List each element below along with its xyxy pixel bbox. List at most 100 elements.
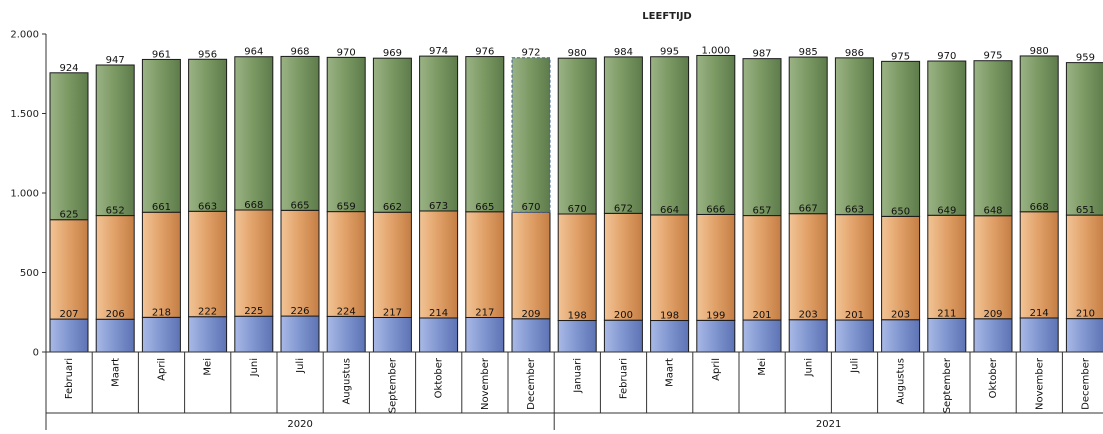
bar-segment[interactable] [188,58,228,212]
bar-segment[interactable] [465,211,505,318]
x-category-label: Augustus [341,358,352,405]
data-label: 210 [1076,309,1095,320]
x-category-label: Februari [64,358,75,399]
bar-segment[interactable] [927,317,967,353]
bar-segment[interactable] [141,211,181,318]
bar-segment[interactable] [95,215,135,320]
bar-segment[interactable] [465,316,505,353]
bar-segment[interactable] [603,56,643,214]
bar-segment[interactable] [742,58,782,217]
data-label: 201 [752,310,771,321]
bar-segment[interactable] [49,318,89,353]
bar-segment[interactable] [742,319,782,353]
bar-segment[interactable] [603,319,643,353]
data-label: 663 [845,205,864,216]
bar-segment[interactable] [696,319,736,353]
data-label: 657 [752,206,771,217]
bar-segment[interactable] [650,56,690,216]
bar-segment[interactable] [511,57,551,213]
data-label: 665 [290,200,309,211]
bar-segment[interactable] [234,56,274,211]
bar-segment[interactable] [973,318,1013,353]
bar-segment[interactable] [95,318,135,353]
bar-segment[interactable] [49,72,89,221]
bar-segment[interactable] [788,213,828,321]
bar-segment[interactable] [372,316,412,353]
data-label: 666 [706,204,725,215]
data-label: 198 [568,311,587,322]
bar-segment[interactable] [881,60,921,217]
bar-segment[interactable] [326,56,366,213]
x-category-label: December [526,357,537,410]
bar-segment[interactable] [834,319,874,353]
bar-segment[interactable] [372,57,412,213]
bar-segment[interactable] [419,210,459,319]
bar-segment[interactable] [557,213,597,322]
bar-segment[interactable] [419,317,459,353]
bar-segment[interactable] [280,55,320,211]
bar-segment[interactable] [1065,318,1103,353]
data-label: 969 [383,48,402,59]
bar-segment[interactable] [188,210,228,318]
bar-segment[interactable] [419,55,459,212]
bar-segment[interactable] [742,215,782,321]
bar-segment[interactable] [881,215,921,321]
x-category-label: April [157,358,168,381]
y-tick-label: 500 [20,268,39,279]
y-tick-label: 2.000 [10,30,39,41]
data-label: 649 [937,205,956,216]
data-label: 206 [106,309,125,320]
bar-segment[interactable] [188,316,228,353]
bar-segment[interactable] [650,320,690,353]
bar-segment[interactable] [834,57,874,216]
bar-segment[interactable] [141,58,181,213]
bar-segment[interactable] [234,209,274,317]
x-category-label: November [1034,357,1045,410]
bar-segment[interactable] [557,320,597,353]
bar-segment[interactable] [927,214,967,319]
chart-title: LEEFTIJD [642,11,691,22]
bar-segment[interactable] [1019,317,1059,353]
bar-segment[interactable] [326,315,366,353]
bar-segment[interactable] [788,319,828,353]
x-category-label: Januari [572,358,583,394]
bar-segment[interactable] [650,214,690,322]
data-label: 1.000 [701,45,730,56]
x-category-label: Maart [110,358,121,387]
x-category-label: Oktober [434,357,445,398]
x-category-label: Februari [619,358,630,399]
bar-segment[interactable] [280,315,320,353]
bar-segment[interactable] [973,60,1013,217]
bar-segment[interactable] [557,57,597,215]
bar-segment[interactable] [465,56,505,213]
data-label: 201 [845,310,864,321]
data-label: 961 [152,49,171,60]
bar-segment[interactable] [511,318,551,353]
bar-segment[interactable] [280,209,320,317]
bar-segment[interactable] [1019,55,1059,213]
bar-segment[interactable] [49,219,89,320]
bar-segment[interactable] [234,315,274,353]
bar-segment[interactable] [326,211,366,317]
data-label: 995 [660,47,679,58]
bar-segment[interactable] [834,214,874,321]
bar-segment[interactable] [141,316,181,353]
bar-segment[interactable] [696,54,736,215]
bar-segment[interactable] [1019,211,1059,319]
bar-segment[interactable] [511,211,551,320]
data-label: 662 [383,202,402,213]
bar-segment[interactable] [95,64,135,217]
data-label: 972 [521,48,540,59]
bar-segment[interactable] [927,60,967,216]
data-label: 650 [891,206,910,217]
bar-segment[interactable] [696,213,736,321]
bar-segment[interactable] [1065,62,1103,216]
bar-segment[interactable] [881,319,921,353]
bar-segment[interactable] [603,212,643,321]
bar-segment[interactable] [1065,214,1103,320]
bar-segment[interactable] [372,211,412,318]
bar-segment[interactable] [973,215,1013,320]
x-category-label: Juni [249,358,260,377]
data-label: 668 [244,200,263,211]
bar-segment[interactable] [788,56,828,215]
